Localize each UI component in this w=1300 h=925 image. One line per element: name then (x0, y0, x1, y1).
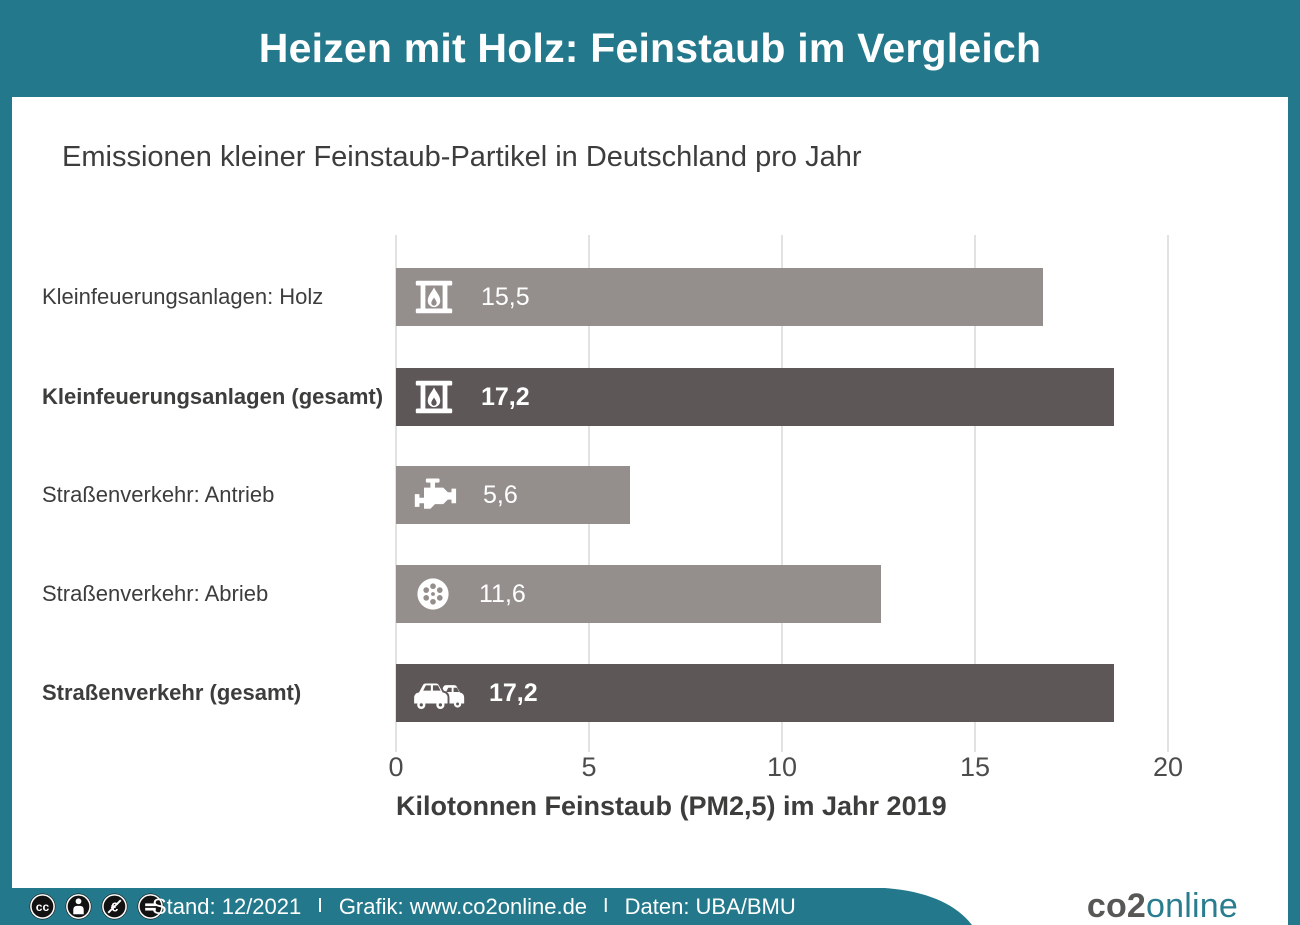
x-tick-label: 5 (581, 752, 597, 782)
footer-band: cc € Stand: 12/2021 I Grafik: www.co2onli… (0, 887, 1300, 925)
gridline (1167, 235, 1169, 752)
bar-category-label: Straßenverkehr (gesamt) (42, 679, 302, 705)
cc-nc-icon: € (101, 893, 128, 920)
gridline (781, 235, 783, 752)
cc-nd-icon (137, 893, 164, 920)
fireplace-icon (411, 374, 457, 420)
x-tick-label: 15 (959, 752, 991, 782)
bar: 17,2 (396, 664, 1114, 722)
cc-icon: cc (29, 893, 56, 920)
bar-category-label: Straßenverkehr: Abrieb (42, 580, 269, 606)
bar-value-label: 17,2 (489, 678, 538, 707)
bar: 11,6 (396, 565, 881, 623)
x-tick-label: 10 (766, 752, 798, 782)
footer-separator: I (317, 895, 323, 917)
bar-value-label: 11,6 (479, 579, 526, 608)
logo-co2-part: co2 (1086, 887, 1147, 925)
bar: 15,5 (396, 268, 1043, 326)
page-title: Heizen mit Holz: Feinstaub im Vergleich (258, 25, 1042, 71)
co2online-logo: co2 online (1086, 887, 1238, 925)
bar-category-label: Kleinfeuerungsanlagen: Holz (42, 283, 324, 309)
bar-value-label: 17,2 (481, 382, 530, 411)
bar-value-label: 15,5 (481, 282, 530, 311)
bar-category-label: Kleinfeuerungsanlagen (gesamt) (42, 383, 384, 409)
header-band: Heizen mit Holz: Feinstaub im Vergleich (0, 0, 1300, 97)
bar-row: Kleinfeuerungsanlagen: Holz 15,5 (12, 268, 1288, 326)
chart-subtitle: Emissionen kleiner Feinstaub-Partikel in… (62, 141, 862, 173)
bar-chart: Kleinfeuerungsanlagen: Holz 15,5 Kleinfeu… (12, 97, 1288, 888)
gridline (974, 235, 976, 752)
bar: 17,2 (396, 368, 1114, 426)
cc-by-icon (65, 893, 92, 920)
cars-icon (411, 672, 465, 714)
footer-teal-swoosh (0, 888, 972, 925)
svg-text:cc: cc (36, 900, 50, 914)
bar-row: Straßenverkehr (gesamt) 17,2 (12, 664, 1288, 722)
bar-row: Kleinfeuerungsanlagen (gesamt) 17,2 (12, 368, 1288, 426)
x-tick-label: 0 (388, 752, 404, 782)
chart-card: Emissionen kleiner Feinstaub-Partikel in… (12, 97, 1288, 888)
footer-stand: Stand: 12/2021 (152, 893, 302, 919)
tire-icon (411, 572, 455, 616)
footer-daten: Daten: UBA/BMU (624, 893, 796, 919)
logo-online-part: online (1146, 887, 1238, 925)
bar-row: Straßenverkehr: Abrieb 11,6 (12, 565, 1288, 623)
bar-category-label: Straßenverkehr: Antrieb (42, 481, 275, 507)
x-tick-label: 20 (1152, 752, 1184, 782)
footer-text: Stand: 12/2021 I Grafik: www.co2online.d… (152, 888, 796, 925)
cc-license-icons: cc € (28, 892, 165, 921)
engine-icon (411, 473, 459, 517)
bar: 5,6 (396, 466, 630, 524)
footer-grafik: Grafik: www.co2online.de (338, 893, 588, 919)
x-axis-label: Kilotonnen Feinstaub (PM2,5) im Jahr 201… (396, 791, 947, 821)
footer-separator: I (603, 895, 609, 917)
bar-row: Straßenverkehr: Antrieb 5,6 (12, 466, 1288, 524)
fireplace-icon (411, 274, 457, 320)
bar-value-label: 5,6 (483, 480, 518, 509)
